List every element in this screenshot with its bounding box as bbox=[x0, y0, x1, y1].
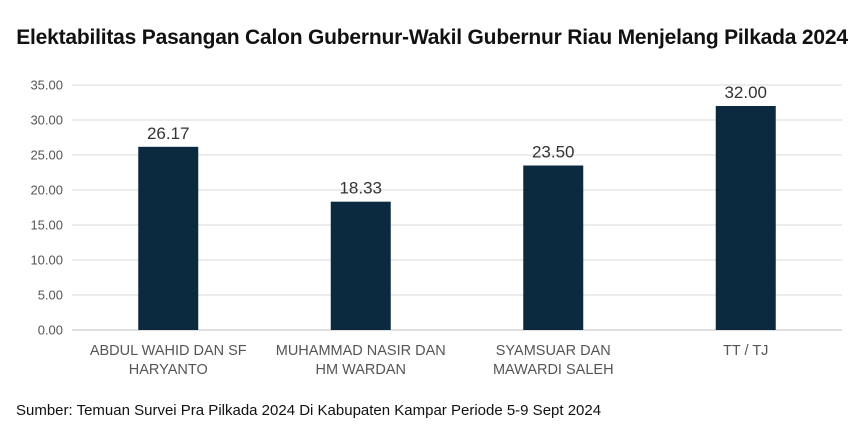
y-tick-label: 15.00 bbox=[30, 218, 63, 233]
gridlines bbox=[72, 84, 842, 331]
y-tick-label: 20.00 bbox=[30, 183, 63, 198]
y-tick-label: 25.00 bbox=[30, 148, 63, 163]
chart-title: Elektabilitas Pasangan Calon Gubernur-Wa… bbox=[16, 26, 848, 49]
category-label: SYAMSUAR DAN bbox=[496, 343, 611, 359]
y-tick-label: 10.00 bbox=[30, 253, 63, 268]
y-axis-ticks: 0.00 5.00 10.00 15.00 20.00 25.00 30.00 35.00 bbox=[30, 78, 63, 338]
category-label: MUHAMMAD NASIR DAN bbox=[276, 343, 446, 359]
data-labels: 26.17 18.33 23.50 32.00 bbox=[147, 83, 767, 198]
bars bbox=[138, 106, 776, 330]
category-label: HM WARDAN bbox=[316, 362, 406, 378]
data-label: 18.33 bbox=[339, 179, 382, 198]
bar bbox=[138, 146, 199, 330]
y-tick-label: 30.00 bbox=[30, 113, 63, 128]
data-label: 23.50 bbox=[532, 143, 575, 162]
source-note: Sumber: Temuan Survei Pra Pilkada 2024 D… bbox=[16, 402, 602, 419]
category-label: HARYANTO bbox=[129, 362, 208, 378]
y-tick-label: 35.00 bbox=[30, 78, 63, 93]
bar bbox=[523, 165, 584, 330]
bar bbox=[715, 106, 776, 330]
category-label: ABDUL WAHID DAN SF bbox=[90, 343, 247, 359]
data-label: 26.17 bbox=[147, 124, 190, 143]
y-tick-label: 0.00 bbox=[38, 323, 63, 338]
category-label: MAWARDI SALEH bbox=[493, 362, 614, 378]
category-labels: ABDUL WAHID DAN SF HARYANTO MUHAMMAD NASIR… bbox=[90, 343, 769, 378]
category-label: TT / TJ bbox=[723, 343, 768, 359]
y-tick-label: 5.00 bbox=[38, 288, 63, 303]
data-label: 32.00 bbox=[724, 83, 767, 102]
bar bbox=[330, 201, 391, 330]
